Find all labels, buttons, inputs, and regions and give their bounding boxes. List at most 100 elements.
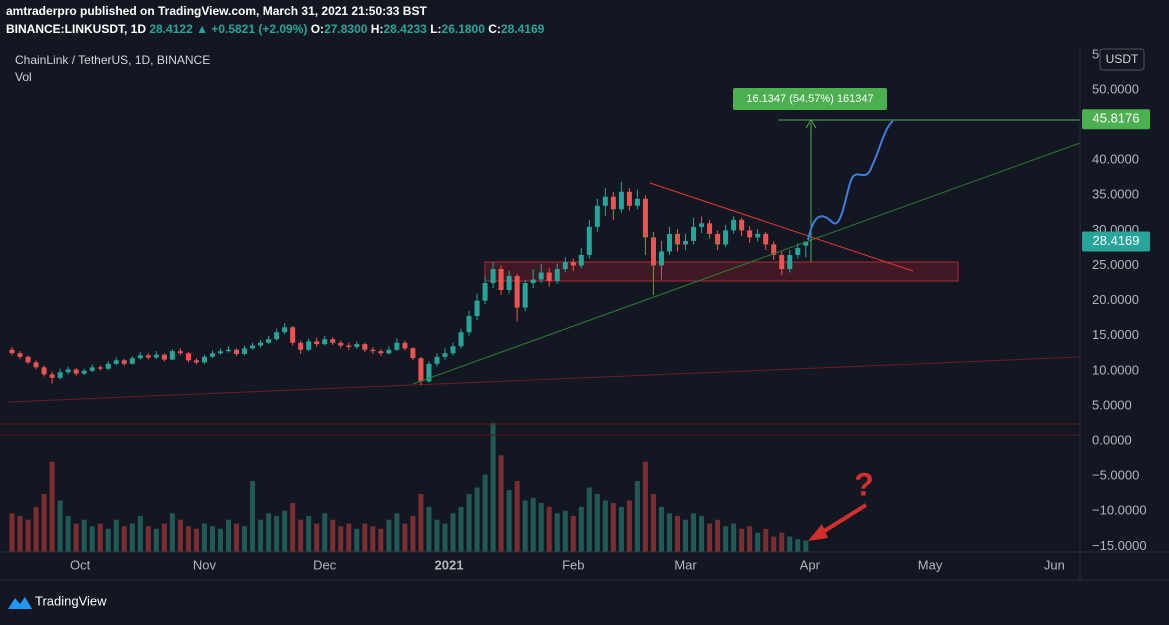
currency-label[interactable]: USDT: [1106, 52, 1139, 66]
volume-bar: [747, 526, 753, 552]
volume-bar: [274, 515, 280, 552]
ohlc-value: 26.1800: [442, 22, 486, 36]
candle-body: [314, 341, 320, 345]
volume-bar: [306, 515, 312, 552]
candle-body: [474, 300, 480, 317]
candle-body: [530, 279, 536, 284]
volume-bar: [570, 515, 576, 552]
candle-body: [346, 345, 352, 347]
volume-bar: [490, 423, 496, 552]
candle-body: [578, 254, 584, 266]
currency-button[interactable]: [1099, 48, 1145, 71]
x-tick-label: 2021: [435, 557, 464, 572]
volume-bar: [298, 519, 304, 552]
volume-bar: [578, 506, 584, 552]
volume-bar: [17, 515, 23, 552]
pointer-arrow-head: [808, 524, 828, 541]
volume-bar: [634, 481, 640, 552]
trend-line: [7, 356, 1081, 403]
candle-body: [546, 272, 552, 281]
resistance-line: [649, 182, 914, 272]
volume-bar: [466, 493, 472, 552]
x-tick-label: Apr: [800, 557, 821, 572]
volume-bar: [538, 502, 544, 552]
candle-body: [306, 341, 312, 350]
volume-bar: [89, 526, 95, 552]
candle-body: [482, 283, 488, 301]
x-tick-label: Dec: [313, 557, 337, 572]
candle-body: [217, 351, 223, 354]
candle-body: [466, 316, 472, 333]
y-tick-label: 35.0000: [1092, 187, 1139, 202]
volume-bar: [330, 519, 336, 552]
volume-bar: [145, 526, 151, 552]
candle-body: [626, 191, 632, 206]
candle-body: [250, 345, 256, 349]
volume-bar: [226, 519, 232, 552]
volume-bar: [514, 481, 520, 552]
volume-bar: [763, 528, 769, 552]
y-tick-label: −10.0000: [1092, 503, 1147, 518]
candle-body: [274, 332, 280, 340]
volume-bar: [755, 532, 761, 552]
y-tick-label: −5.0000: [1092, 468, 1139, 483]
measure-box: [733, 88, 887, 110]
candle-body: [105, 363, 111, 369]
candle-body: [338, 342, 344, 346]
y-tick-label: 40.0000: [1092, 152, 1139, 167]
volume-bar: [49, 461, 55, 552]
legend-volume: Vol: [15, 70, 32, 84]
volume-bar: [594, 493, 600, 552]
volume-bar: [402, 523, 408, 552]
volume-bar: [290, 502, 296, 552]
volume-bar: [105, 528, 111, 552]
ohlc-value: 27.8300: [324, 22, 368, 36]
y-tick-label: 50.0000: [1092, 81, 1139, 96]
candle-body: [795, 247, 801, 255]
candle-body: [739, 219, 745, 231]
candle-body: [691, 226, 697, 241]
volume-bar: [731, 523, 737, 552]
candle-body: [755, 233, 761, 238]
candle-body: [418, 358, 424, 382]
candle-body: [410, 348, 416, 359]
volume-bar: [282, 510, 288, 552]
candle-body: [490, 269, 496, 284]
volume-bar: [201, 523, 207, 552]
price-label-box: [1082, 231, 1150, 252]
candle-body: [699, 223, 705, 227]
y-tick-label: 15.0000: [1092, 327, 1139, 342]
y-tick-label: −15.0000: [1092, 538, 1147, 553]
ohlc-label: C:: [488, 22, 501, 36]
candle-body: [747, 230, 753, 238]
candle-body: [675, 233, 681, 245]
last-price: 28.4122: [149, 22, 193, 36]
candle-body: [498, 269, 504, 291]
candle-body: [73, 369, 79, 374]
volume-bar: [177, 519, 183, 552]
brand: TradingView: [35, 593, 107, 608]
volume-bar: [666, 513, 672, 552]
candle-body: [602, 196, 608, 206]
candle-body: [226, 349, 232, 352]
volume-bar: [642, 461, 648, 552]
volume-bar: [546, 506, 552, 552]
volume-bar: [482, 474, 488, 552]
volume-bar: [386, 519, 392, 552]
candle-body: [458, 332, 464, 347]
candle-body: [370, 349, 376, 352]
candle-body: [378, 351, 384, 354]
candle-body: [658, 251, 664, 266]
ohlc-label: L:: [430, 22, 441, 36]
candle-body: [9, 349, 15, 354]
candle-body: [354, 344, 360, 347]
volume-bar: [322, 513, 328, 552]
candle-body: [161, 354, 167, 360]
volume-bar: [250, 481, 256, 552]
volume-bar: [771, 536, 777, 552]
volume-bar: [739, 528, 745, 552]
candle-body: [506, 276, 512, 291]
